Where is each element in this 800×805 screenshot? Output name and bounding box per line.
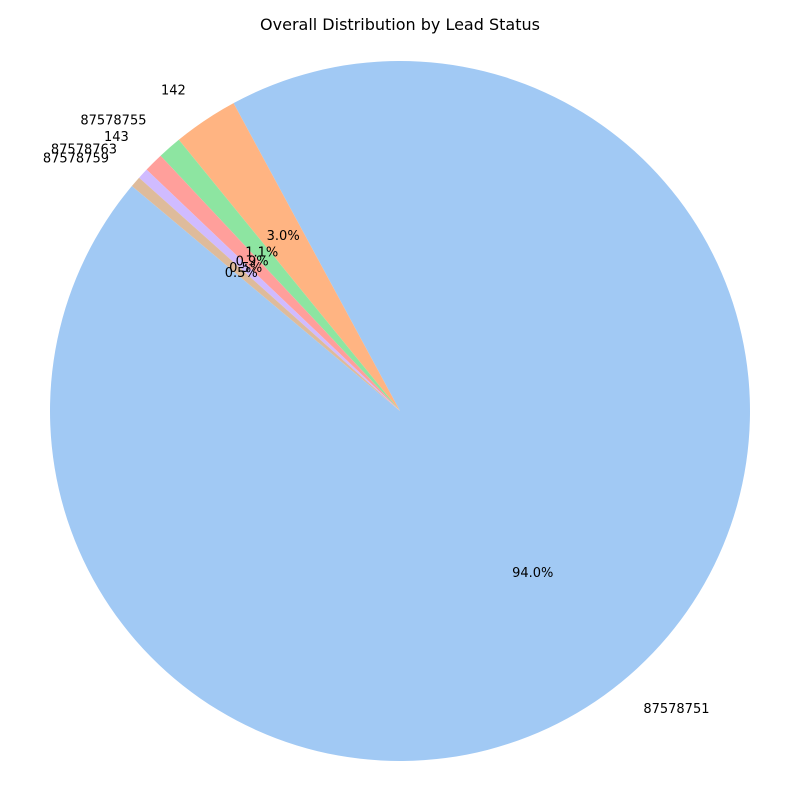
- pie-slice-87578751: [50, 61, 750, 762]
- percent-label-87578759: 0.5%: [225, 266, 258, 281]
- percent-label-87578755: 1.1%: [245, 245, 278, 260]
- slice-label-87578755: 87578755: [80, 114, 146, 129]
- pie-slice-142: [178, 103, 400, 412]
- percent-label-142: 3.0%: [267, 229, 300, 244]
- slice-label-87578759: 87578759: [43, 151, 109, 166]
- slices-layer: [50, 61, 750, 762]
- pie-slice-87578755: [160, 139, 400, 412]
- slice-label-142: 142: [161, 84, 186, 99]
- pie-slice-143: [146, 155, 400, 411]
- percent-label-87578763: 0.5%: [229, 261, 262, 276]
- slice-label-143: 143: [104, 130, 129, 145]
- chart-title: Overall Distribution by Lead Status: [260, 15, 540, 34]
- percent-label-87578751: 94.0%: [512, 566, 553, 581]
- slice-label-87578751: 87578751: [643, 702, 709, 717]
- pie-slice-87578763: [139, 169, 400, 411]
- percent-labels-layer: 94.0% 3.0%1.1%0.9%0.5%0.5%: [225, 229, 554, 581]
- pie-slice-87578759: [131, 177, 400, 411]
- slice-label-87578763: 87578763: [51, 142, 117, 157]
- percent-label-143: 0.9%: [236, 254, 269, 269]
